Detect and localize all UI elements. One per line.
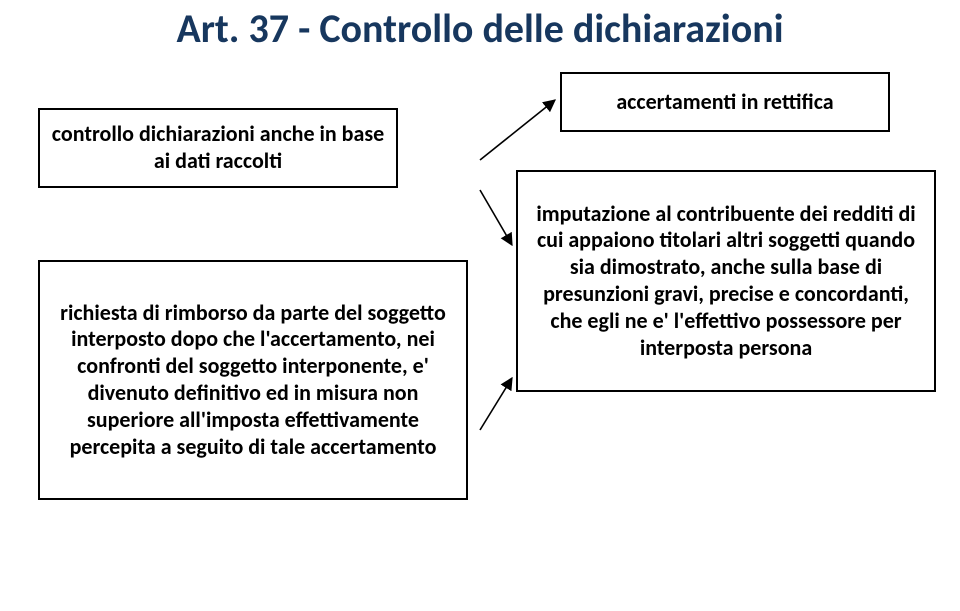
box-dichiarazioni-text: controllo dichiarazioni anche in base ai… <box>50 121 386 175</box>
slide-title: Art. 37 - Controllo delle dichiarazioni <box>176 4 783 53</box>
slide: Art. 37 - Controllo delle dichiarazioni … <box>0 0 960 611</box>
box-dichiarazioni: controllo dichiarazioni anche in base ai… <box>38 108 398 188</box>
box-rettifica: accertamenti in rettifica <box>560 72 890 132</box>
slide-title-container: Art. 37 - Controllo delle dichiarazioni <box>50 4 910 53</box>
arrow-line <box>480 190 512 245</box>
box-rimborso: richiesta di rimborso da parte del sogge… <box>38 260 468 500</box>
arrow-line <box>480 100 555 160</box>
box-rimborso-text: richiesta di rimborso da parte del sogge… <box>50 300 456 461</box>
arrow-line <box>480 378 512 430</box>
box-imputazione-text: imputazione al contribuente dei redditi … <box>528 201 924 362</box>
box-imputazione: imputazione al contribuente dei redditi … <box>516 170 936 392</box>
box-rettifica-text: accertamenti in rettifica <box>616 89 833 116</box>
